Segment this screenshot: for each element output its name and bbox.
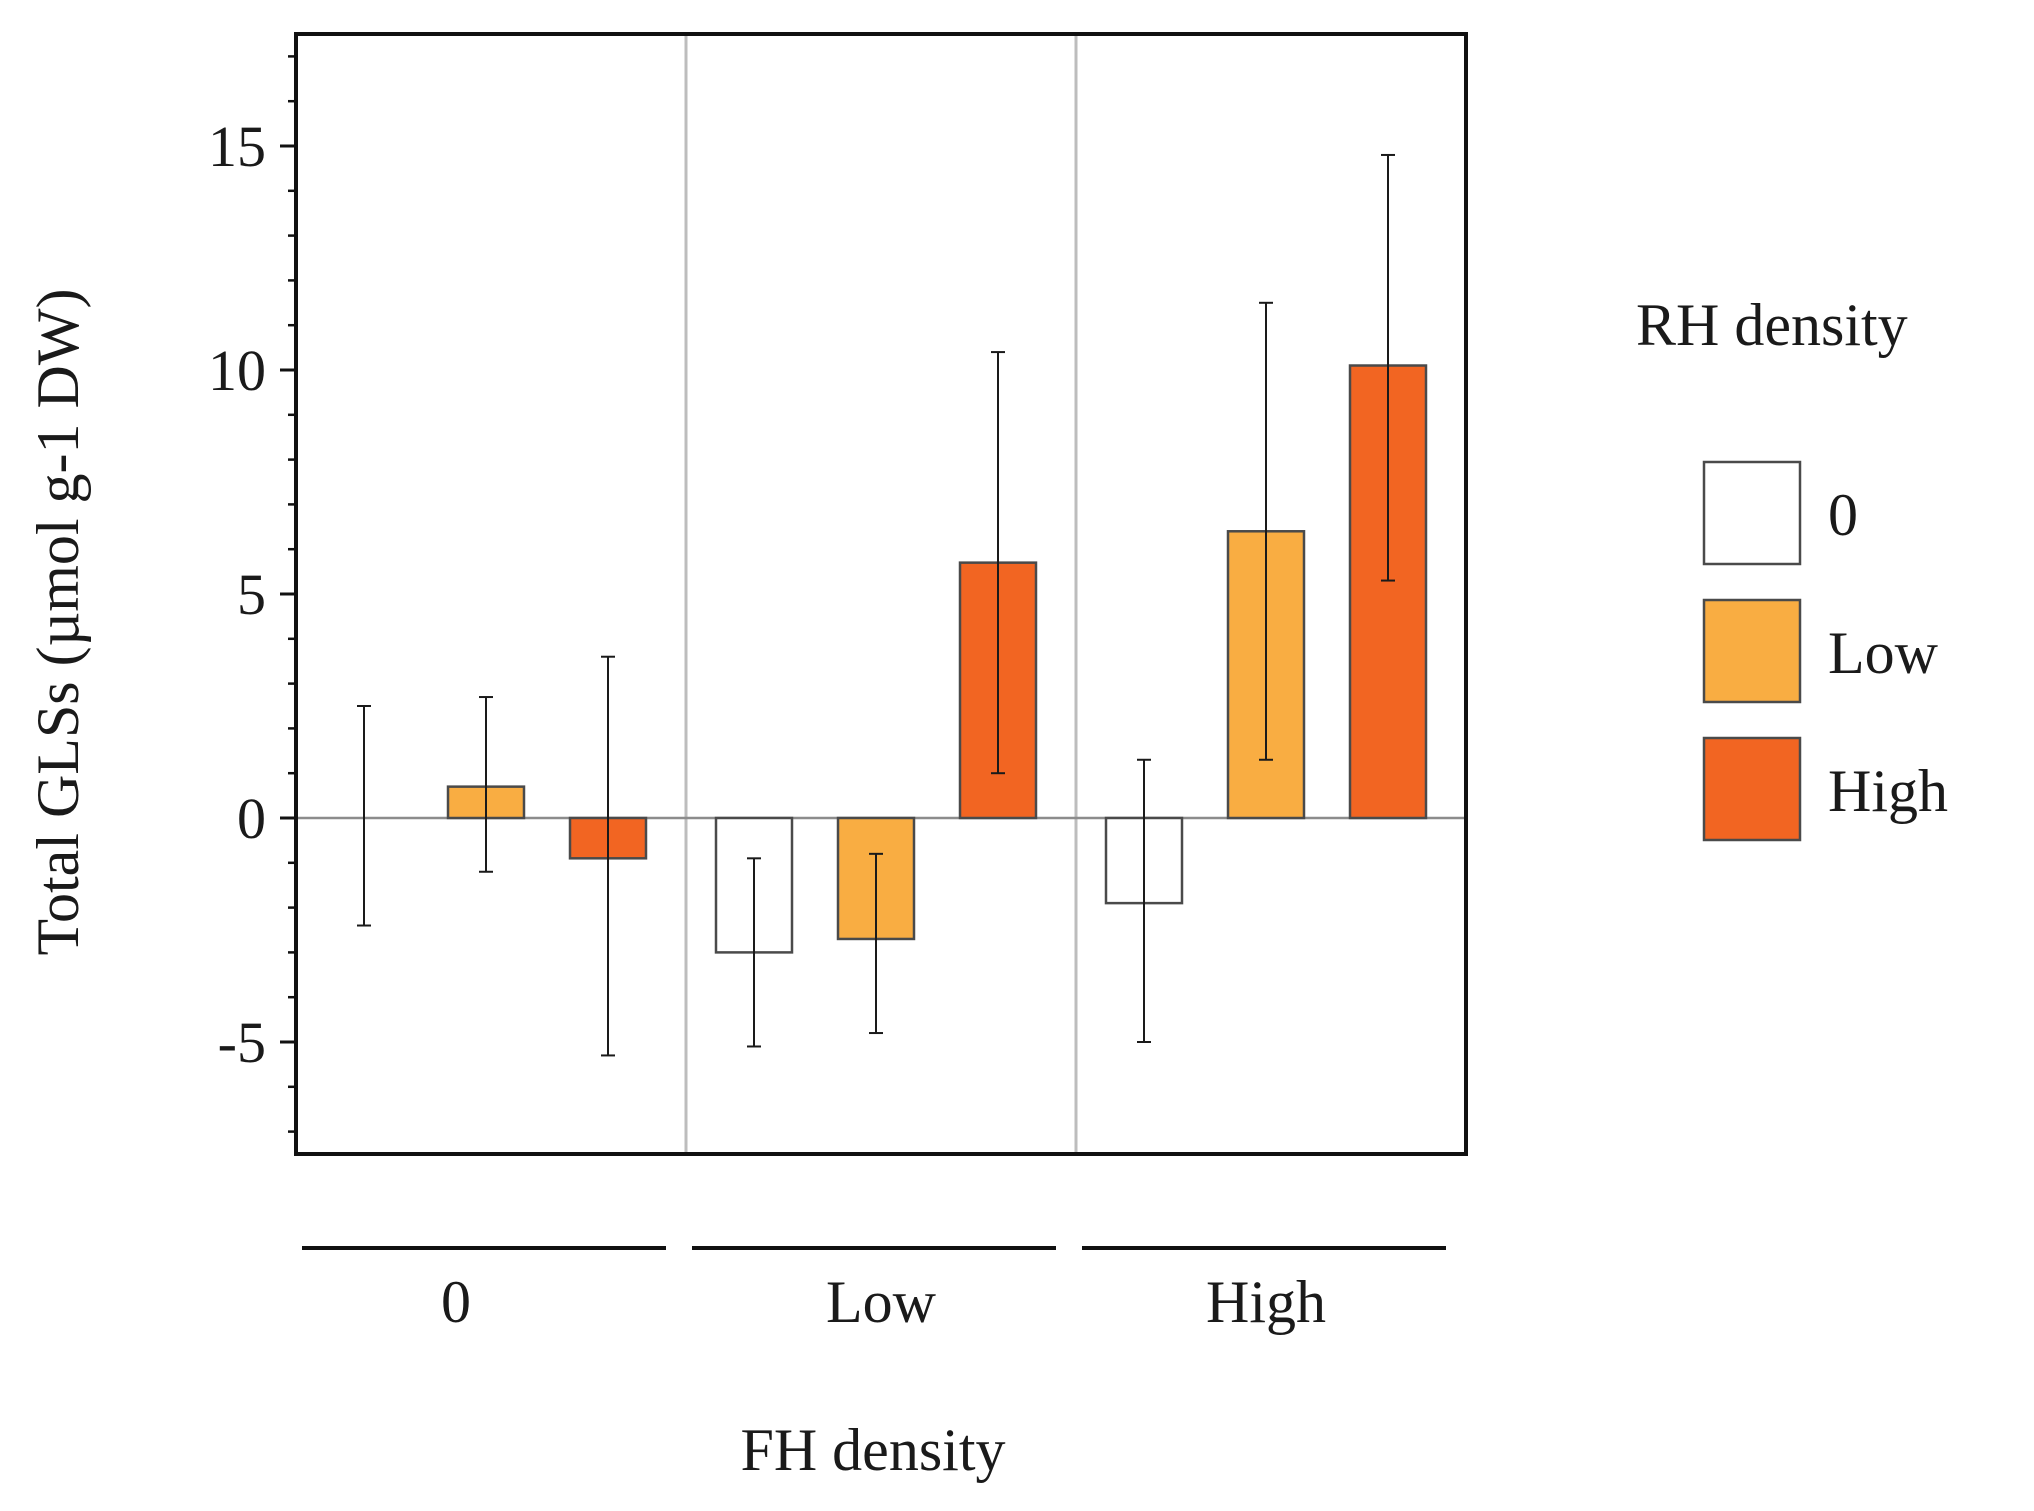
legend-label: Low bbox=[1828, 620, 1939, 686]
x-tick-label: High bbox=[1206, 1269, 1326, 1335]
error-bar-layer bbox=[357, 153, 1395, 1057]
legend-swatch bbox=[1702, 736, 1802, 842]
y-tick-label: 5 bbox=[237, 562, 266, 627]
panel-layer bbox=[684, 34, 1078, 1154]
y-tick-label: 10 bbox=[208, 338, 266, 403]
legend-swatch bbox=[1702, 460, 1802, 566]
x-axis: 0 Low High bbox=[302, 1246, 1446, 1335]
y-tick-label: -5 bbox=[218, 1010, 266, 1075]
x-tick-label: 0 bbox=[441, 1269, 471, 1335]
legend: 0 Low High bbox=[1702, 460, 1948, 842]
legend-label: 0 bbox=[1828, 482, 1858, 548]
y-tick-label: 15 bbox=[208, 114, 266, 179]
y-axis: -5 0 5 10 15 bbox=[208, 55, 296, 1133]
legend-label: High bbox=[1828, 758, 1948, 824]
legend-swatch bbox=[1702, 598, 1802, 704]
y-tick-label: 0 bbox=[237, 786, 266, 851]
x-axis-title: FH density bbox=[740, 1417, 1005, 1483]
bar-layer bbox=[446, 364, 1428, 954]
y-axis-title: Total GLSs (µmol g-1 DW) bbox=[25, 289, 91, 956]
legend-title: RH density bbox=[1636, 292, 1908, 358]
x-tick-label: Low bbox=[826, 1269, 937, 1335]
